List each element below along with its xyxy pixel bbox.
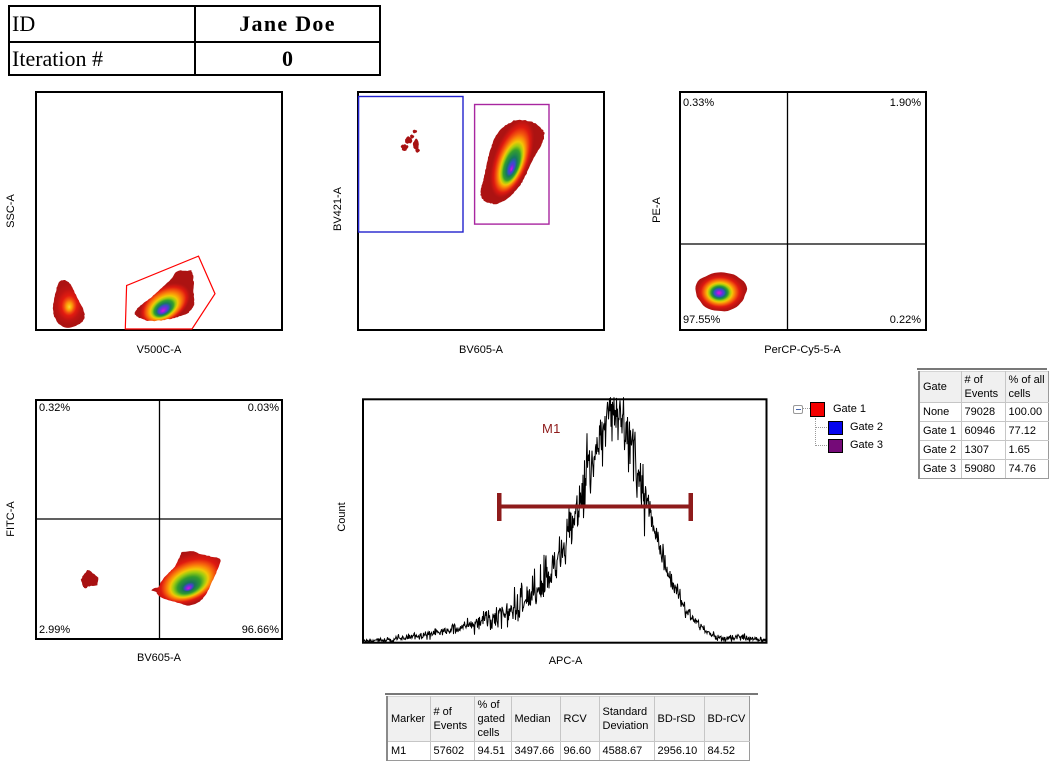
- svg-text:PerCP-Cy5-5-A: PerCP-Cy5-5-A: [764, 344, 841, 356]
- svg-text:APC-A: APC-A: [549, 655, 583, 667]
- svg-text:FITC-A: FITC-A: [5, 501, 17, 537]
- svg-text:M1: M1: [542, 421, 561, 436]
- svg-text:96.66%: 96.66%: [242, 624, 280, 636]
- svg-text:Count: Count: [336, 502, 348, 531]
- svg-text:2.99%: 2.99%: [39, 624, 70, 636]
- svg-text:0.33%: 0.33%: [683, 97, 714, 109]
- svg-text:BV605-A: BV605-A: [137, 652, 182, 664]
- svg-text:0.32%: 0.32%: [39, 402, 70, 414]
- svg-text:1.90%: 1.90%: [890, 97, 921, 109]
- svg-text:V500C-A: V500C-A: [137, 344, 182, 356]
- svg-text:SSC-A: SSC-A: [5, 194, 17, 228]
- svg-text:PE-A: PE-A: [651, 197, 663, 223]
- svg-text:BV605-A: BV605-A: [459, 344, 504, 356]
- svg-text:97.55%: 97.55%: [683, 314, 721, 326]
- svg-text:0.03%: 0.03%: [248, 402, 279, 414]
- svg-text:0.22%: 0.22%: [890, 314, 921, 326]
- svg-text:BV421-A: BV421-A: [332, 186, 344, 231]
